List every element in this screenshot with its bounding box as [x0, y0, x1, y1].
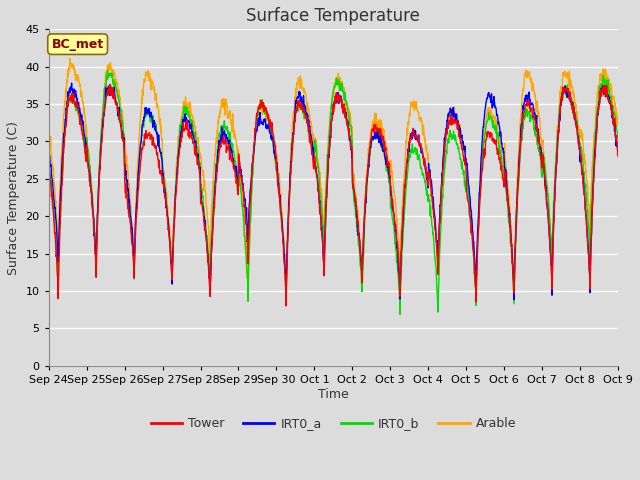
IRT0_a: [423, 176, 431, 182]
Tower: [614, 154, 622, 159]
Line: Tower: Tower: [49, 84, 618, 306]
Arable: [172, 181, 180, 187]
Tower: [158, 173, 166, 179]
IRT0_b: [614, 133, 622, 139]
IRT0_b: [45, 153, 52, 159]
IRT0_a: [236, 169, 243, 175]
Line: IRT0_a: IRT0_a: [49, 83, 618, 302]
Arable: [547, 247, 555, 253]
IRT0_b: [423, 192, 431, 198]
IRT0_b: [104, 67, 111, 73]
IRT0_a: [45, 155, 52, 161]
IRT0_b: [236, 173, 243, 179]
Line: IRT0_b: IRT0_b: [49, 70, 618, 314]
IRT0_b: [547, 240, 555, 245]
Arable: [158, 138, 166, 144]
IRT0_a: [172, 189, 180, 195]
Tower: [236, 160, 243, 166]
Arable: [236, 182, 243, 188]
Tower: [45, 157, 52, 163]
Text: BC_met: BC_met: [51, 38, 104, 51]
IRT0_a: [497, 132, 505, 138]
IRT0_a: [68, 80, 76, 86]
IRT0_b: [172, 188, 180, 194]
Arable: [614, 122, 622, 128]
Tower: [547, 269, 555, 275]
IRT0_a: [547, 263, 555, 269]
Tower: [282, 303, 290, 309]
X-axis label: Time: Time: [318, 388, 349, 401]
Y-axis label: Surface Temperature (C): Surface Temperature (C): [7, 120, 20, 275]
Arable: [497, 148, 505, 154]
Arable: [244, 298, 252, 303]
IRT0_a: [282, 300, 290, 305]
Arable: [45, 128, 52, 134]
IRT0_a: [614, 152, 622, 158]
Tower: [423, 173, 431, 179]
Tower: [106, 82, 114, 87]
Tower: [497, 168, 505, 173]
Tower: [172, 193, 180, 199]
Arable: [423, 143, 431, 148]
Legend: Tower, IRT0_a, IRT0_b, Arable: Tower, IRT0_a, IRT0_b, Arable: [145, 412, 521, 435]
IRT0_b: [497, 155, 505, 160]
IRT0_b: [158, 157, 166, 163]
IRT0_b: [396, 312, 404, 317]
Line: Arable: Arable: [49, 59, 618, 300]
Title: Surface Temperature: Surface Temperature: [246, 7, 420, 25]
Arable: [66, 56, 74, 61]
IRT0_a: [158, 156, 166, 161]
